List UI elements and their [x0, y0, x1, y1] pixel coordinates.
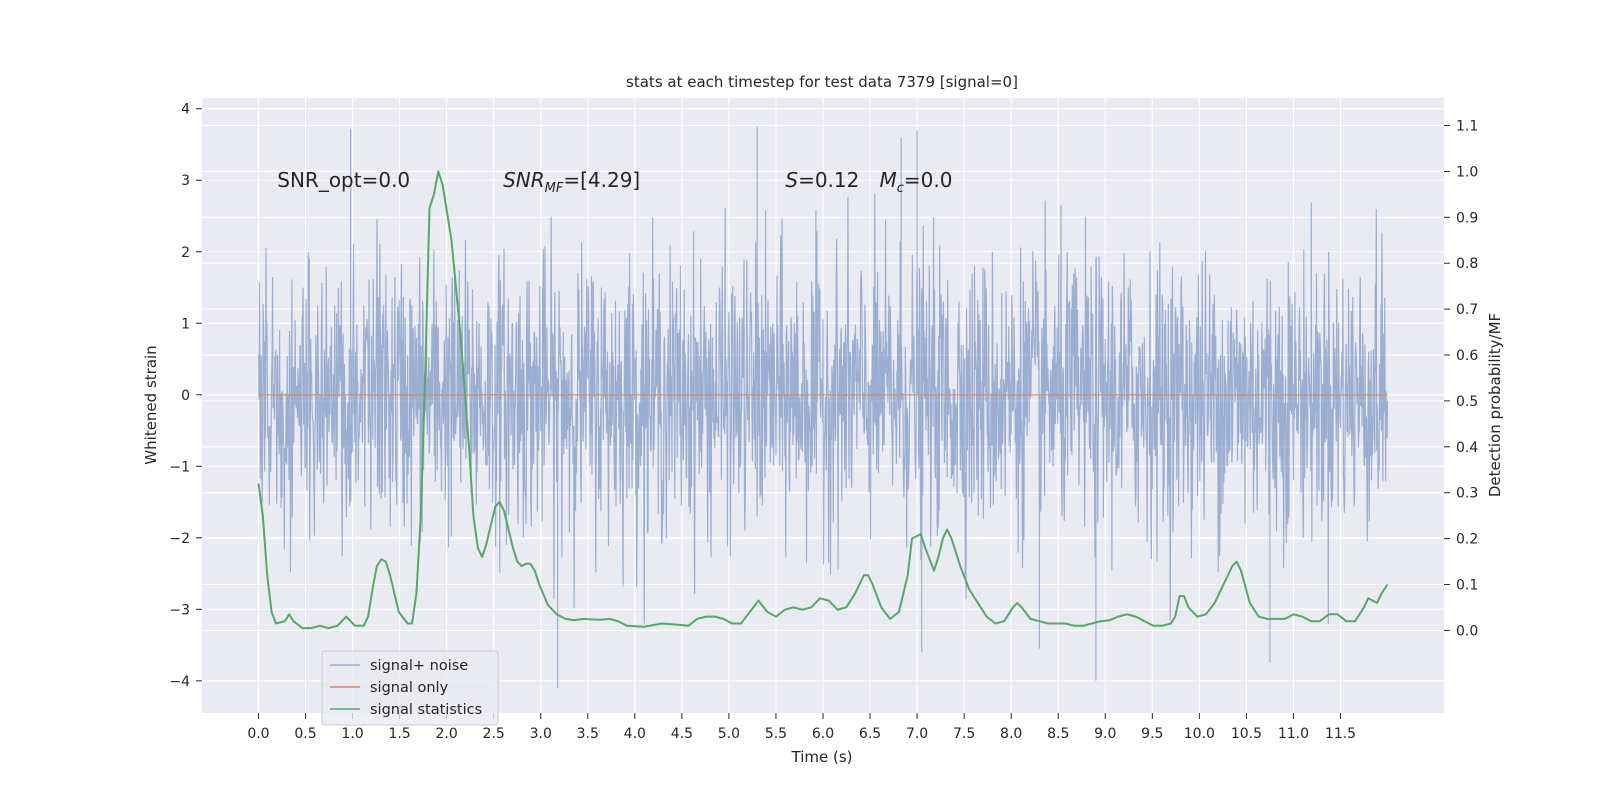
- y-axis-ticks: −4 −3 −2 −1 0 1 2 3 4: [169, 102, 202, 690]
- series-signal-plus-noise: [257, 126, 1389, 688]
- y2-tick-label: 0.0: [1456, 623, 1478, 639]
- x-tick-label: 2.0: [436, 726, 458, 742]
- x-tick-label: 0.5: [294, 726, 316, 742]
- x-tick-label: 6.0: [812, 726, 834, 742]
- x-tick-label: 4.0: [624, 726, 646, 742]
- x-tick-label: 11.5: [1325, 726, 1356, 742]
- x-tick-label: 8.0: [1000, 726, 1022, 742]
- x-tick-label: 9.0: [1094, 726, 1116, 742]
- annotation-s-val: S=0.12: [785, 168, 859, 192]
- y-tick-label: 2: [181, 245, 190, 261]
- x-tick-label: 2.5: [483, 726, 505, 742]
- annotations: SNR_opt=0.0 SNRMF=[4.29] S=0.12 Mc=0.0: [277, 168, 952, 196]
- y2-tick-label: 0.2: [1456, 532, 1478, 548]
- y-tick-label: 4: [181, 102, 190, 118]
- x-tick-label: 3.0: [530, 726, 552, 742]
- y2-tick-label: 0.6: [1456, 348, 1478, 364]
- y2-tick-label: 0.1: [1456, 577, 1478, 593]
- y2-tick-label: 0.7: [1456, 302, 1478, 318]
- signal-statistics-line: [257, 170, 1389, 630]
- x-tick-label: 8.5: [1047, 726, 1069, 742]
- x-tick-label: 7.5: [953, 726, 975, 742]
- x-tick-label: 10.5: [1231, 726, 1262, 742]
- annotation-snr-opt: SNR_opt=0.0: [277, 168, 410, 192]
- legend-box: [321, 650, 499, 726]
- annotation-snr-mf: SNRMF=[4.29]: [503, 168, 640, 196]
- y-tick-label: −2: [169, 531, 190, 547]
- x-tick-label: 9.5: [1141, 726, 1163, 742]
- x-tick-label: 6.5: [859, 726, 881, 742]
- legend: signal+ noise signal only signal statist…: [321, 650, 499, 726]
- y2-tick-label: 0.9: [1456, 210, 1478, 226]
- y-tick-label: 1: [181, 316, 190, 332]
- x-tick-label: 11.0: [1278, 726, 1309, 742]
- x-tick-label: 7.0: [906, 726, 928, 742]
- x-tick-label: 1.0: [341, 726, 363, 742]
- y2-tick-label: 0.4: [1456, 440, 1478, 456]
- x-axis-ticks: 0.0 0.5 1.0 1.5 2.0 2.5 3.0 3.5 4.0 4.5 5.0 5.5 6.0 6…: [247, 713, 1356, 742]
- y2-tick-label: 1.1: [1456, 119, 1478, 135]
- y-tick-label: 3: [181, 173, 190, 189]
- annotation-mc-val: Mc=0.0: [879, 168, 952, 196]
- x-tick-label: 1.5: [388, 726, 410, 742]
- y2-tick-label: 0.8: [1456, 256, 1478, 272]
- y2-tick-label: 1.0: [1456, 164, 1478, 180]
- y2-axis-ticks: 0.0 0.1 0.2 0.3 0.4 0.5 0.6 0.7 0.8 0.9 1.0 1.1: [1444, 119, 1478, 639]
- series-signal-statistics: [257, 170, 1389, 630]
- legend-label-signal-only: signal only: [370, 680, 449, 696]
- y-axis-label: Whitened strain: [142, 345, 160, 464]
- noise-trace: [257, 126, 1389, 688]
- x-tick-label: 0.0: [247, 726, 269, 742]
- x-tick-label: 5.0: [718, 726, 740, 742]
- x-tick-label: 5.5: [765, 726, 787, 742]
- y2-tick-label: 0.3: [1456, 486, 1478, 502]
- x-axis-label: Time (s): [791, 748, 853, 766]
- y-tick-label: −1: [169, 459, 190, 475]
- legend-label-signal-plus-noise: signal+ noise: [370, 658, 468, 674]
- y-tick-label: −3: [169, 602, 190, 618]
- y2-axis-label: Detection probability/MF: [1486, 313, 1504, 497]
- chart-title: stats at each timestep for test data 737…: [626, 73, 1018, 91]
- y-tick-label: 0: [181, 388, 190, 404]
- x-tick-label: 4.5: [671, 726, 693, 742]
- legend-label-signal-statistics: signal statistics: [370, 702, 482, 718]
- y2-tick-label: 0.5: [1456, 394, 1478, 410]
- x-tick-label: 3.5: [577, 726, 599, 742]
- x-tick-label: 10.0: [1184, 726, 1215, 742]
- y-tick-label: −4: [169, 674, 190, 690]
